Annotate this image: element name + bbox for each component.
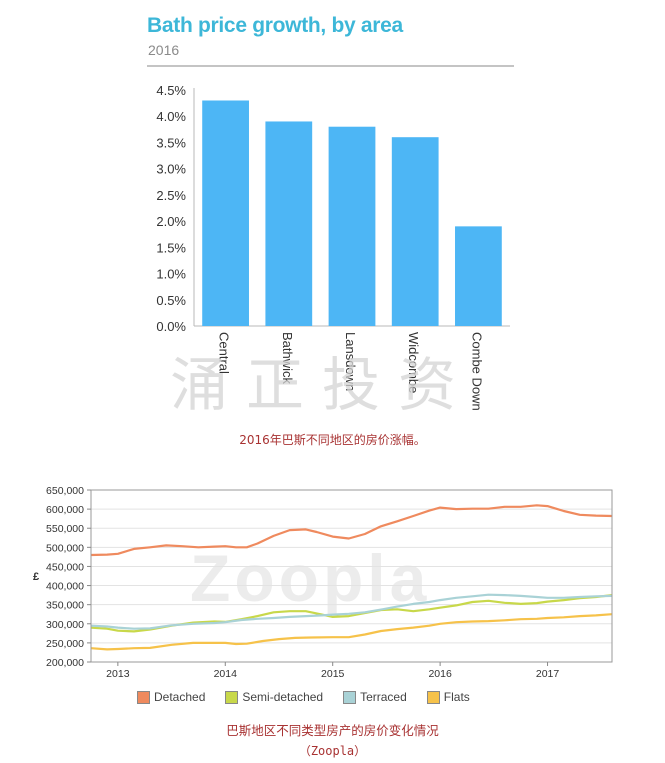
category-label: Central	[217, 332, 232, 374]
y-tick-label: 3.0%	[156, 162, 186, 177]
category-label: Widcombe	[406, 332, 421, 393]
y-tick-label: 400,000	[46, 581, 84, 593]
x-tick-label: 2016	[428, 668, 452, 680]
legend-label: Semi-detached	[242, 690, 324, 704]
legend-item: Semi-detached	[225, 690, 323, 704]
y-tick-label: 0.0%	[156, 319, 186, 334]
series-line-detached	[90, 504, 613, 557]
legend-swatch	[343, 690, 357, 704]
bar-chart-title: Bath price growth, by area	[147, 14, 403, 37]
line-chart-legend: Detached Semi-detached Terraced Flats	[137, 690, 470, 704]
category-label: Lansdown	[343, 332, 358, 391]
zoopla-watermark: Zoopla	[190, 541, 431, 615]
bar-chart-category-labels: Central Bathwick Lansdown Widcombe Combe Dow…	[217, 332, 485, 411]
bar-widcombe	[391, 137, 439, 326]
legend-label: Flats	[443, 690, 470, 704]
y-tick-label: 2.5%	[156, 188, 186, 203]
y-tick-label: 4.0%	[156, 109, 186, 124]
y-tick-label: 350,000	[46, 600, 84, 612]
line-chart-grid	[91, 508, 612, 644]
bar-central	[202, 100, 249, 326]
category-label: Bathwick	[280, 332, 295, 385]
category-label: Combe Down	[469, 332, 484, 411]
x-tick-label: 2017	[536, 668, 560, 680]
line-chart-source: （Zoopla）	[298, 744, 367, 758]
series-line-terraced	[90, 593, 613, 630]
y-tick-label: 600,000	[46, 504, 84, 516]
y-tick-label: 650,000	[46, 485, 84, 497]
y-tick-label: 250,000	[46, 638, 84, 650]
title-divider	[147, 65, 514, 67]
x-tick-label: 2015	[321, 668, 345, 680]
y-tick-label: 550,000	[46, 523, 84, 535]
bar-chart-caption: 2016年巴斯不同地区的房价涨幅。	[239, 433, 426, 447]
legend-swatch	[225, 690, 239, 704]
y-tick-label: 1.5%	[156, 240, 186, 255]
bar-chart-subtitle: 2016	[148, 42, 180, 58]
watermark-text: 涌正投资	[170, 351, 475, 419]
line-chart-series	[90, 504, 613, 651]
legend-swatch	[426, 690, 440, 704]
plot-frame	[90, 489, 613, 663]
legend-item: Detached	[137, 690, 205, 704]
y-tick-label: 0.5%	[156, 293, 186, 308]
line-chart-axes: 200,000 250,000 300,000 350,000 400,000 450,0…	[33, 485, 613, 680]
y-tick-label: 450,000	[46, 561, 84, 573]
legend-label: Terraced	[360, 690, 407, 704]
line-chart-caption: 巴斯地区不同类型房产的房价变化情况	[226, 723, 439, 738]
x-tick-label: 2014	[214, 668, 238, 680]
legend-item: Terraced	[343, 690, 407, 704]
y-tick-label: 2.0%	[156, 214, 186, 229]
y-tick-label: 500,000	[46, 542, 84, 554]
y-tick-label: 4.5%	[156, 83, 186, 98]
y-tick-label: 1.0%	[156, 267, 186, 282]
y-axis-label: £	[33, 571, 39, 583]
bar-chart: 0.0% 0.5% 1.0% 1.5% 2.0% 2.5% 3.0% 3.5% 4.0% 4.5%…	[156, 83, 510, 411]
series-line-flats	[90, 613, 613, 651]
legend-swatch	[137, 690, 150, 704]
bar-lansdown	[328, 126, 376, 326]
bar-chart-bars	[202, 100, 502, 326]
bar-bathwick	[265, 121, 313, 326]
y-tick-label: 300,000	[46, 619, 84, 631]
line-chart: 200,000 250,000 300,000 350,000 400,000 450,0…	[33, 485, 613, 680]
y-tick-label: 200,000	[46, 657, 84, 669]
bar-combe-down	[455, 226, 502, 326]
y-tick-label: 3.5%	[156, 135, 186, 150]
legend-label: Detached	[154, 690, 206, 704]
legend-item: Flats	[426, 690, 470, 704]
x-tick-label: 2013	[106, 668, 130, 680]
